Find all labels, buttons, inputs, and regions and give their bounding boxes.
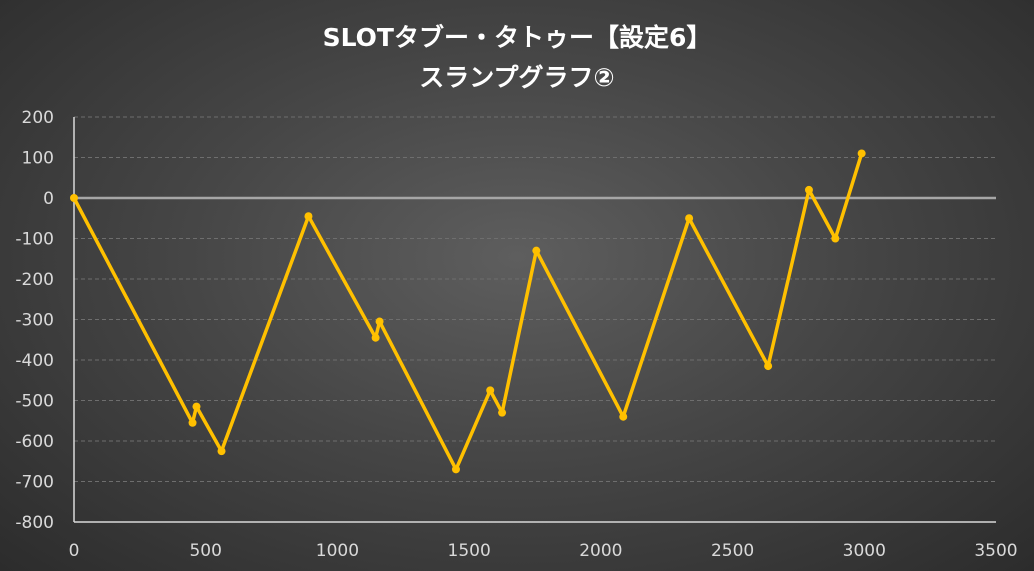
x-tick-label: 0 [69, 541, 80, 561]
data-point [188, 418, 197, 427]
x-tick-label: 1500 [448, 541, 491, 561]
y-tick-label: -700 [15, 473, 54, 493]
axes [73, 117, 996, 523]
x-tick-label: 3000 [843, 541, 886, 561]
x-tick-label: 3500 [974, 541, 1017, 561]
data-point [764, 362, 773, 371]
y-axis-ticks: 200 100 0 -100 -200 -300 -400 -500 -600 -700 -800 [15, 108, 54, 533]
y-tick-label: -600 [15, 432, 54, 452]
data-point [217, 447, 226, 456]
x-tick-label: 2000 [579, 541, 622, 561]
y-tick-label: -800 [15, 513, 54, 533]
chart-title-line-2: スランプグラフ② [419, 63, 615, 92]
data-point [857, 149, 866, 158]
data-point [685, 214, 694, 223]
y-tick-label: -200 [15, 270, 54, 290]
data-point [192, 402, 201, 411]
data-point [486, 386, 495, 395]
y-tick-label: 100 [22, 149, 54, 169]
data-point [804, 185, 813, 194]
data-point [619, 412, 628, 421]
x-tick-label: 1000 [316, 541, 359, 561]
data-point [451, 465, 460, 474]
y-tick-label: 200 [22, 108, 54, 128]
series [70, 149, 866, 474]
data-point [831, 234, 840, 243]
y-tick-label: -300 [15, 311, 54, 331]
x-tick-label: 500 [189, 541, 221, 561]
chart-title-line-1: SLOTタブー・タトゥー【設定6】 [322, 23, 712, 52]
data-point [498, 408, 507, 417]
y-tick-label: 0 [43, 189, 54, 209]
x-axis-ticks: 0 500 1000 1500 2000 2500 3000 3500 [69, 541, 1018, 561]
data-point [304, 212, 313, 221]
data-point [371, 333, 380, 342]
data-point [532, 246, 541, 255]
y-tick-label: -400 [15, 351, 54, 371]
y-tick-label: -100 [15, 230, 54, 250]
y-tick-label: -500 [15, 392, 54, 412]
data-point [70, 194, 78, 202]
data-point [375, 317, 384, 326]
x-tick-label: 2500 [711, 541, 754, 561]
